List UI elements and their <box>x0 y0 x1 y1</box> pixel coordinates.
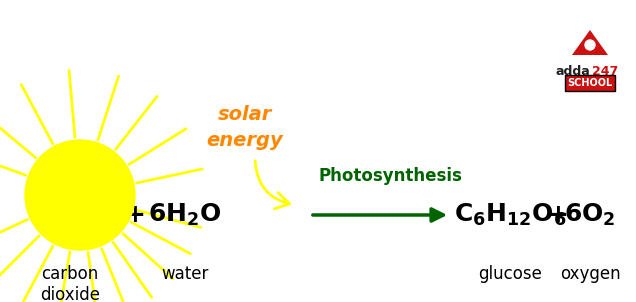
Text: Photosynthesis: Photosynthesis <box>318 167 462 185</box>
Text: SCHOOL: SCHOOL <box>567 78 612 88</box>
Circle shape <box>585 40 595 50</box>
Text: +: + <box>548 203 569 227</box>
FancyArrowPatch shape <box>255 161 289 209</box>
Text: oxygen: oxygen <box>560 265 620 283</box>
Text: water: water <box>162 265 209 283</box>
Text: carbon
dioxide: carbon dioxide <box>40 265 100 302</box>
Circle shape <box>25 140 135 250</box>
Text: 247: 247 <box>592 65 618 78</box>
Text: solar: solar <box>218 105 272 124</box>
Text: $\mathbf{6CO_2}$: $\mathbf{6CO_2}$ <box>35 202 105 228</box>
Text: $\mathbf{6O_2}$: $\mathbf{6O_2}$ <box>564 202 616 228</box>
Text: +: + <box>125 203 146 227</box>
Text: adda: adda <box>555 65 590 78</box>
Text: $\mathbf{C_6H_{12}O_6}$: $\mathbf{C_6H_{12}O_6}$ <box>453 202 566 228</box>
Text: $\mathbf{6H_2O}$: $\mathbf{6H_2O}$ <box>148 202 222 228</box>
Polygon shape <box>572 30 608 55</box>
Text: energy: energy <box>207 130 284 149</box>
FancyBboxPatch shape <box>565 75 615 91</box>
Text: glucose: glucose <box>478 265 542 283</box>
